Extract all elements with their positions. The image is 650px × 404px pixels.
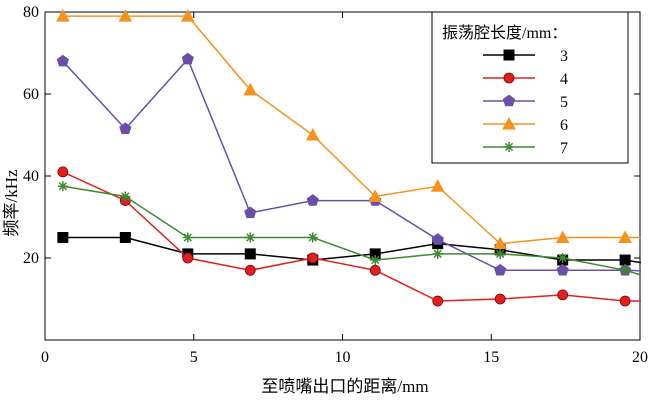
- asterisk-stroke: [371, 255, 380, 265]
- data-point-5: [431, 233, 444, 245]
- legend-marker: [503, 49, 515, 61]
- legend-label: 3: [560, 48, 568, 65]
- data-point-3: [119, 232, 131, 243]
- data-point-6: [305, 127, 320, 141]
- data-point-6: [243, 82, 258, 96]
- legend-item-3: 3: [483, 48, 568, 65]
- x-tick-label: 5: [190, 349, 198, 366]
- data-point-4: [244, 264, 256, 276]
- data-point-7: [120, 191, 131, 202]
- data-point-7: [245, 232, 256, 243]
- asterisk-stroke: [183, 233, 192, 242]
- data-point-7: [57, 181, 68, 192]
- data-point-6: [618, 230, 632, 243]
- data-point-4: [494, 293, 506, 305]
- legend-item-4: 4: [483, 71, 568, 88]
- legend-label: 4: [560, 71, 568, 88]
- asterisk-stroke: [496, 249, 505, 259]
- y-tick-label: 80: [23, 4, 39, 21]
- data-point-7: [620, 265, 631, 276]
- data-point-6: [555, 230, 570, 243]
- legend-marker: [504, 142, 514, 152]
- data-point-5: [56, 54, 69, 67]
- series-group: [56, 9, 641, 307]
- y-axis-title: 频率/kHz: [2, 169, 21, 236]
- asterisk-stroke: [246, 233, 255, 242]
- legend-box: [431, 11, 629, 164]
- data-point-4: [369, 264, 381, 276]
- data-point-6: [368, 189, 383, 202]
- asterisk-stroke: [121, 192, 130, 201]
- data-point-6: [493, 236, 508, 250]
- data-point-5: [556, 263, 569, 276]
- data-point-5: [494, 263, 507, 276]
- legend-marker: [502, 116, 516, 130]
- data-point-4: [432, 295, 444, 307]
- data-point-5: [244, 206, 257, 219]
- data-point-7: [495, 248, 506, 259]
- legend-marker: [503, 72, 515, 84]
- legend-label: 5: [560, 94, 568, 111]
- data-point-7: [307, 232, 318, 243]
- asterisk-stroke: [504, 142, 514, 152]
- x-tick-label: 20: [632, 349, 648, 366]
- data-point-4: [57, 166, 69, 178]
- axes: 0 5 10 15 20 20 40 60 80: [23, 4, 648, 366]
- x-tick-label: 10: [335, 349, 351, 366]
- asterisk-stroke: [58, 182, 67, 191]
- data-point-7: [557, 253, 568, 263]
- data-point-6: [430, 179, 445, 192]
- legend-item-6: 6: [483, 116, 568, 134]
- series-7: [57, 181, 641, 276]
- data-point-5: [306, 194, 319, 206]
- y-tick-label: 40: [23, 168, 39, 185]
- legend-title: 振荡腔长度/mm：: [442, 24, 567, 42]
- data-point-5: [119, 122, 132, 135]
- data-point-6: [118, 9, 133, 22]
- legend-item-7: 7: [483, 140, 568, 157]
- data-point-4: [619, 295, 631, 307]
- data-point-4: [182, 252, 194, 264]
- legend: 振荡腔长度/mm： 3 4 5 6 7: [431, 11, 629, 164]
- data-point-5: [181, 52, 194, 65]
- asterisk-stroke: [620, 266, 630, 275]
- data-point-3: [244, 248, 256, 260]
- legend-marker: [502, 94, 516, 107]
- legend-label: 6: [560, 117, 568, 134]
- data-point-7: [370, 255, 381, 266]
- data-point-7: [182, 232, 193, 243]
- data-point-3: [57, 232, 69, 243]
- data-point-4: [557, 289, 569, 301]
- y-tick-label: 20: [23, 250, 39, 267]
- asterisk-stroke: [558, 253, 567, 263]
- x-axis-title: 至喷嘴出口的距离/mm: [261, 377, 428, 396]
- series-6: [56, 9, 641, 250]
- legend-label: 7: [560, 140, 568, 157]
- x-tick-label: 0: [41, 349, 49, 366]
- data-point-3: [619, 254, 631, 266]
- x-tick-label: 15: [483, 349, 499, 366]
- data-point-6: [180, 9, 195, 22]
- data-point-6: [56, 9, 70, 22]
- asterisk-stroke: [308, 233, 317, 242]
- legend-item-5: 5: [483, 94, 568, 111]
- data-point-4: [307, 252, 319, 264]
- data-point-7: [432, 248, 443, 259]
- series-4: [57, 166, 641, 307]
- asterisk-stroke: [433, 249, 442, 259]
- y-tick-label: 60: [23, 86, 39, 103]
